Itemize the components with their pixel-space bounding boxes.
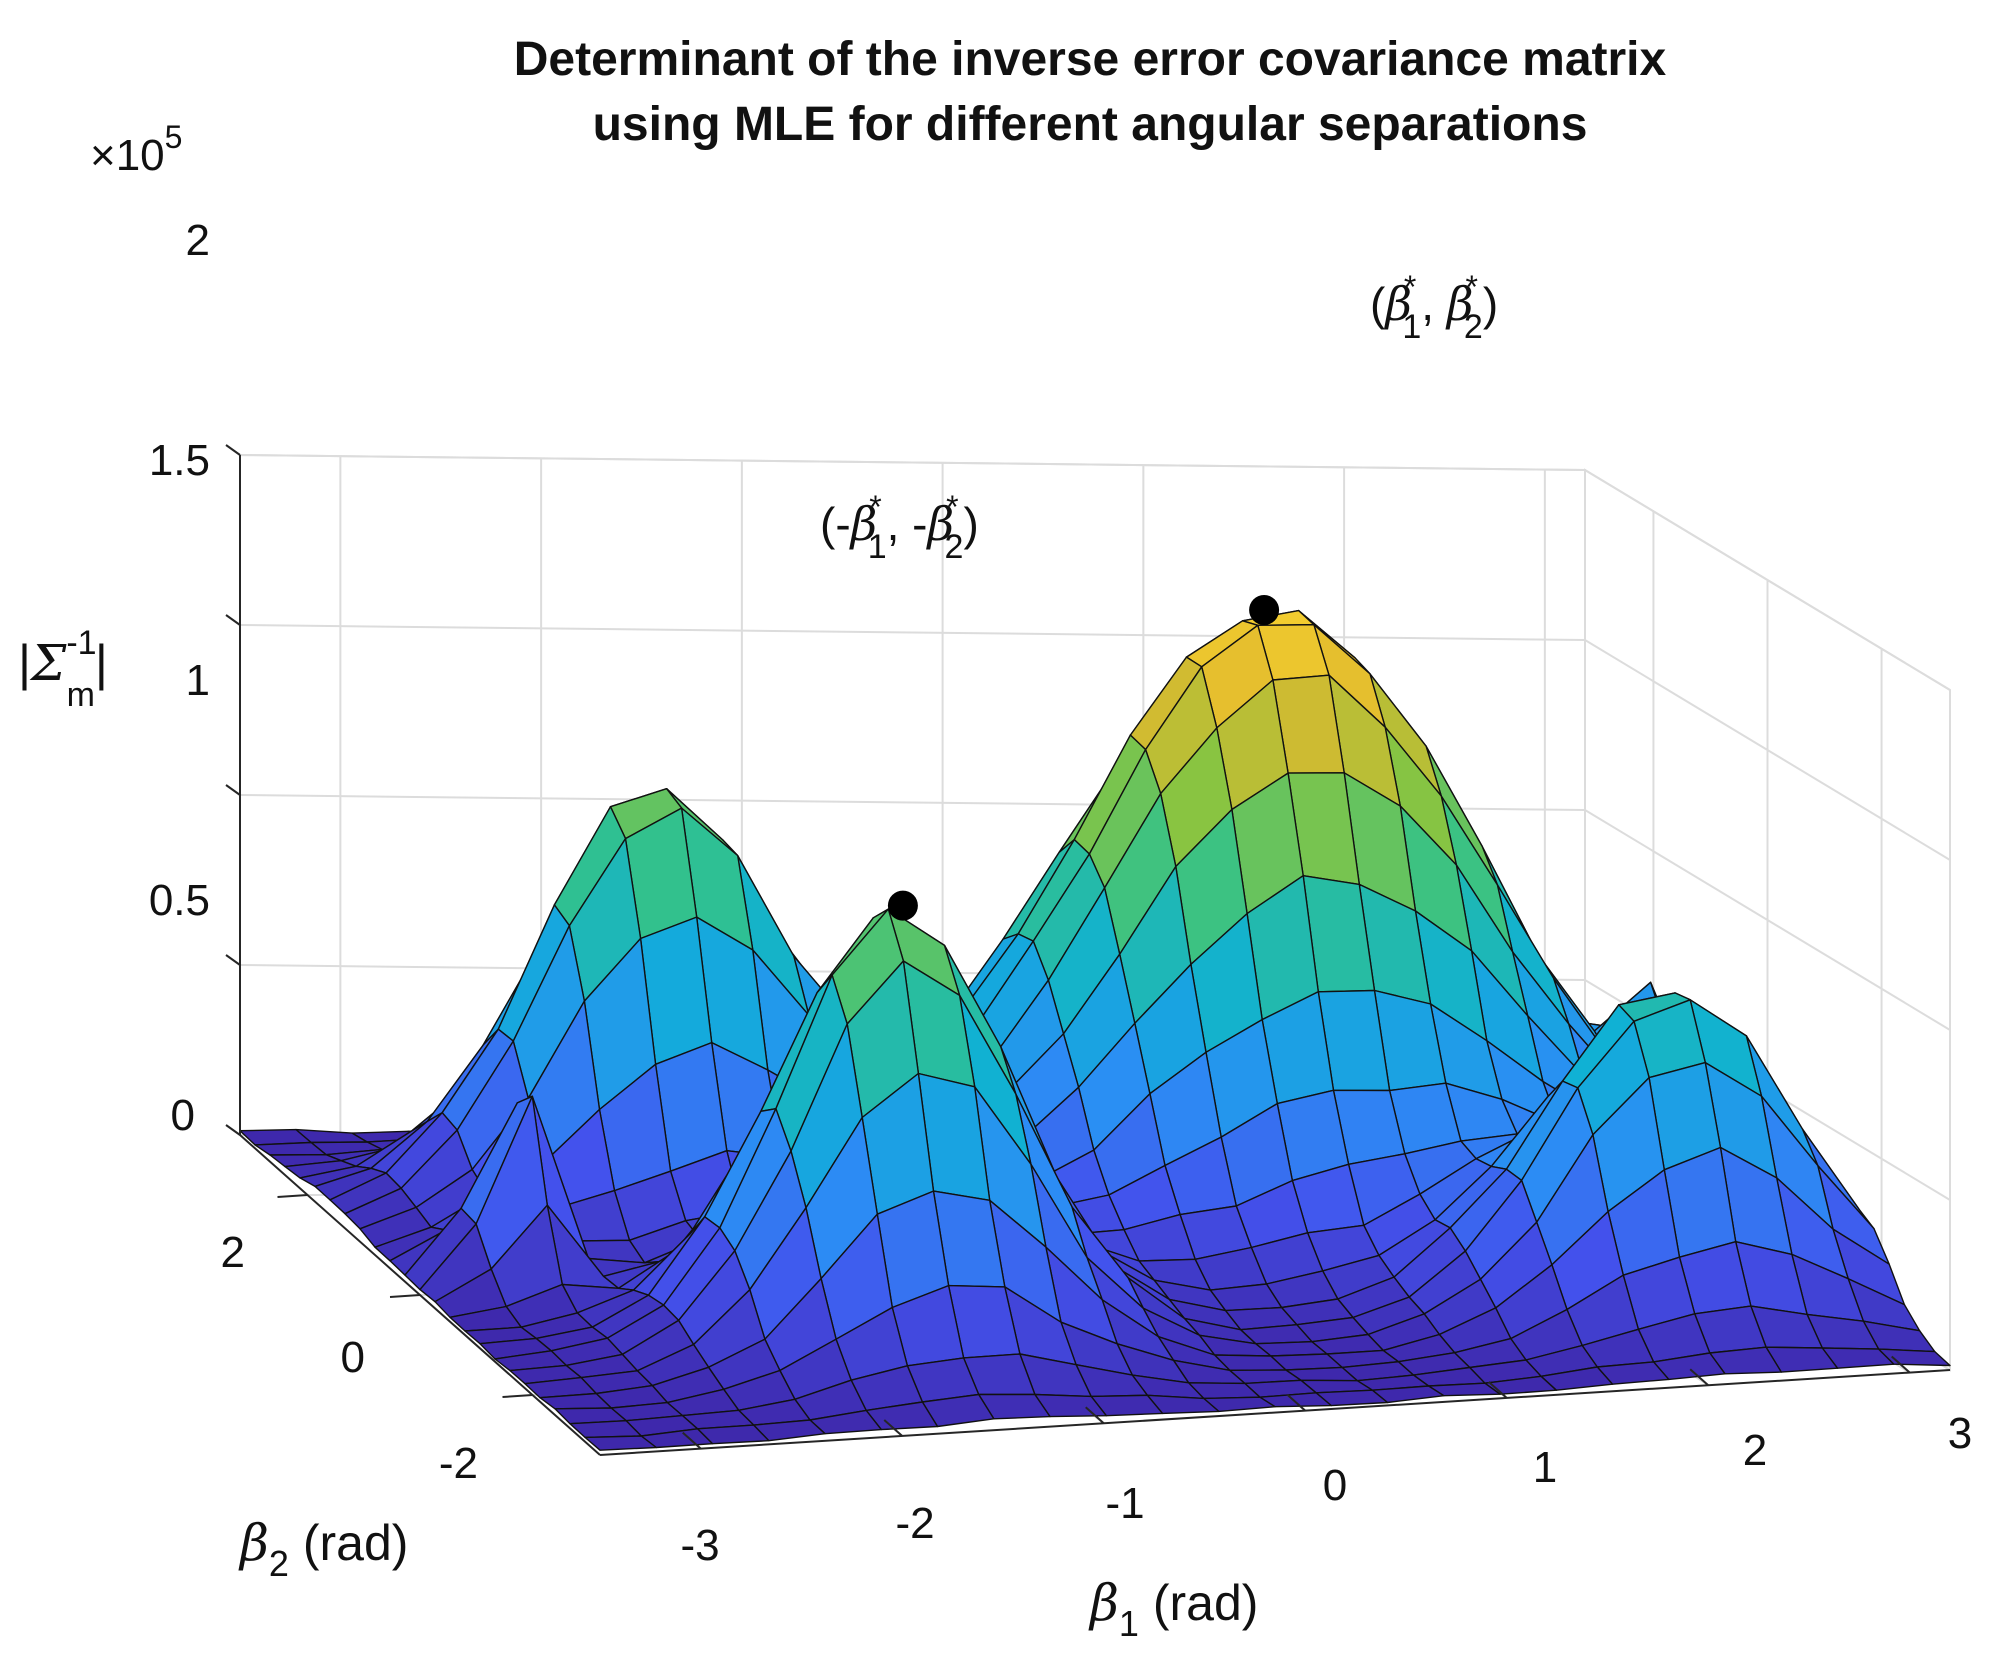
peak-annotation-label: (-β* 1, -β* 2) xyxy=(820,489,979,566)
x-tick xyxy=(1891,1355,1911,1374)
surface-mesh xyxy=(239,609,1951,1451)
x-tick-label: 2 xyxy=(1743,1426,1767,1475)
surface-patch xyxy=(584,1435,657,1451)
x-tick xyxy=(682,1431,702,1450)
x-tick xyxy=(1286,1393,1306,1412)
z-tick-label: 0.5 xyxy=(149,876,210,925)
z-tick-label: 0 xyxy=(171,1091,195,1140)
z-tick xyxy=(225,614,241,626)
x-tick-label: -3 xyxy=(680,1521,719,1570)
z-tick-label: 1 xyxy=(186,656,210,705)
y-tick-label: 0 xyxy=(341,1333,365,1382)
peak-marker xyxy=(887,890,918,921)
y-tick xyxy=(502,1394,533,1398)
z-tick xyxy=(225,444,241,456)
z-tick-label: 2 xyxy=(186,216,210,265)
x-tick-label: 3 xyxy=(1948,1409,1972,1458)
peak-annotation-label: (β* 1, β* 2) xyxy=(1370,269,1498,346)
y-tick-label: 2 xyxy=(221,1228,245,1277)
z-grid-line xyxy=(239,624,1951,861)
z-scale-label: ×105 xyxy=(90,119,182,180)
y-tick xyxy=(277,1194,308,1198)
peak-marker xyxy=(1249,595,1280,625)
x-tick-label: -1 xyxy=(1105,1479,1144,1528)
x-axis-line xyxy=(599,1369,1951,1456)
x-tick-label: 1 xyxy=(1533,1443,1557,1492)
y-tick xyxy=(389,1294,421,1298)
x-tick xyxy=(1085,1406,1105,1425)
z-tick xyxy=(225,954,241,966)
z-axis-label: |Σ-1 m| xyxy=(18,624,108,714)
z-tick-label: 1.5 xyxy=(149,436,210,485)
chart-title-line-1: Determinant of the inverse error covaria… xyxy=(514,33,1667,86)
z-tick xyxy=(225,784,241,796)
x-tick-label: -2 xyxy=(895,1499,934,1548)
z-tick xyxy=(225,1124,241,1136)
axes-lines xyxy=(225,444,1951,1456)
x-axis-label: β1 (rad) xyxy=(1088,1574,1258,1644)
z-grid-line xyxy=(239,454,1951,691)
y-axis-label: β2 (rad) xyxy=(238,1514,408,1584)
x-tick-label: 0 xyxy=(1323,1461,1347,1510)
x-tick xyxy=(1488,1381,1508,1399)
z-grid-line xyxy=(239,794,1951,1031)
y-tick-label: -2 xyxy=(439,1439,478,1488)
x-tick xyxy=(883,1419,903,1437)
chart-title-line-2: using MLE for different angular separati… xyxy=(593,98,1588,151)
x-tick xyxy=(1689,1368,1709,1386)
